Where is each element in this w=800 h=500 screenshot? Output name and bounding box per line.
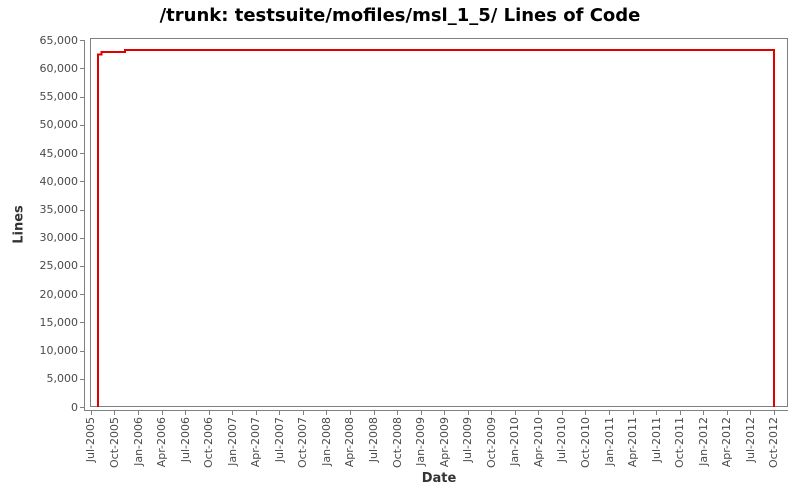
x-tick-label: Oct-2007: [296, 417, 309, 468]
x-tick-mark: [515, 411, 516, 415]
y-tick-mark: [80, 153, 84, 154]
x-tick-mark: [656, 411, 657, 415]
x-tick-label: Jan-2007: [226, 417, 239, 466]
x-tick-mark: [703, 411, 704, 415]
x-tick-mark: [397, 411, 398, 415]
x-tick-mark: [727, 411, 728, 415]
x-tick-mark: [562, 411, 563, 415]
x-tick-label: Apr-2006: [155, 417, 168, 468]
x-tick-label: Oct-2012: [767, 417, 780, 468]
x-tick-label: Apr-2010: [532, 417, 545, 468]
x-tick-label: Jul-2011: [650, 417, 663, 463]
x-tick-mark: [256, 411, 257, 415]
y-tick-label: 35,000: [39, 203, 79, 216]
y-tick-label: 30,000: [39, 231, 79, 244]
x-tick-label: Jan-2008: [320, 417, 333, 466]
y-axis-line: [84, 40, 85, 410]
x-tick-mark: [185, 411, 186, 415]
y-tick-mark: [80, 407, 84, 408]
x-tick-mark: [114, 411, 115, 415]
x-tick-mark: [350, 411, 351, 415]
plot-area: [90, 38, 788, 407]
x-tick-mark: [91, 411, 92, 415]
x-tick-label: Jan-2010: [508, 417, 521, 466]
x-tick-mark: [750, 411, 751, 415]
y-tick-label: 45,000: [39, 147, 79, 160]
y-tick-mark: [80, 210, 84, 211]
y-tick-mark: [80, 379, 84, 380]
x-tick-label: Oct-2006: [202, 417, 215, 468]
x-tick-label: Jul-2008: [367, 417, 380, 463]
x-tick-label: Apr-2012: [720, 417, 733, 468]
x-tick-label: Jul-2005: [84, 417, 97, 463]
x-tick-mark: [209, 411, 210, 415]
x-tick-label: Oct-2005: [108, 417, 121, 468]
x-tick-mark: [468, 411, 469, 415]
y-tick-mark: [80, 40, 84, 41]
x-tick-label: Apr-2011: [626, 417, 639, 468]
x-tick-mark: [279, 411, 280, 415]
x-tick-mark: [774, 411, 775, 415]
x-tick-mark: [633, 411, 634, 415]
y-tick-label: 0: [71, 401, 78, 414]
x-tick-label: Apr-2009: [438, 417, 451, 468]
x-tick-label: Jul-2006: [179, 417, 192, 463]
x-tick-mark: [585, 411, 586, 415]
x-tick-label: Jul-2009: [461, 417, 474, 463]
y-tick-mark: [80, 125, 84, 126]
x-tick-label: Jul-2010: [555, 417, 568, 463]
x-tick-mark: [326, 411, 327, 415]
y-tick-label: 5,000: [46, 372, 79, 385]
y-tick-mark: [80, 322, 84, 323]
x-axis-line: [84, 410, 788, 411]
x-tick-label: Oct-2011: [673, 417, 686, 468]
x-tick-label: Oct-2008: [391, 417, 404, 468]
x-tick-label: Jan-2009: [414, 417, 427, 466]
x-tick-label: Jul-2012: [744, 417, 757, 463]
x-tick-label: Apr-2008: [343, 417, 356, 468]
y-tick-label: 65,000: [39, 34, 79, 47]
x-tick-mark: [232, 411, 233, 415]
x-tick-label: Jan-2012: [697, 417, 710, 466]
x-tick-mark: [421, 411, 422, 415]
x-tick-mark: [162, 411, 163, 415]
y-tick-mark: [80, 238, 84, 239]
lines-of-code-line: [97, 48, 775, 407]
x-tick-label: Apr-2007: [249, 417, 262, 468]
x-tick-mark: [444, 411, 445, 415]
y-tick-mark: [80, 97, 84, 98]
y-tick-label: 40,000: [39, 175, 79, 188]
x-tick-mark: [138, 411, 139, 415]
y-tick-mark: [80, 266, 84, 267]
x-tick-mark: [491, 411, 492, 415]
x-tick-mark: [374, 411, 375, 415]
y-tick-mark: [80, 68, 84, 69]
y-tick-label: 10,000: [39, 344, 79, 357]
x-tick-label: Oct-2010: [579, 417, 592, 468]
x-tick-label: Oct-2009: [485, 417, 498, 468]
y-tick-label: 20,000: [39, 288, 79, 301]
y-tick-mark: [80, 181, 84, 182]
y-tick-label: 55,000: [39, 90, 79, 103]
y-tick-label: 15,000: [39, 316, 79, 329]
x-tick-mark: [303, 411, 304, 415]
x-tick-label: Jan-2011: [603, 417, 616, 466]
y-tick-label: 25,000: [39, 259, 79, 272]
x-axis-label: Date: [421, 471, 457, 486]
x-tick-mark: [680, 411, 681, 415]
y-tick-label: 60,000: [39, 62, 79, 75]
x-tick-label: Jul-2007: [273, 417, 286, 463]
y-tick-mark: [80, 294, 84, 295]
y-tick-label: 50,000: [39, 118, 79, 131]
line-series-plot: [97, 48, 775, 407]
y-tick-mark: [80, 351, 84, 352]
chart-title: /trunk: testsuite/mofiles/msl_1_5/ Lines…: [159, 5, 641, 26]
x-tick-label: Jan-2006: [132, 417, 145, 466]
x-tick-mark: [538, 411, 539, 415]
x-tick-mark: [609, 411, 610, 415]
